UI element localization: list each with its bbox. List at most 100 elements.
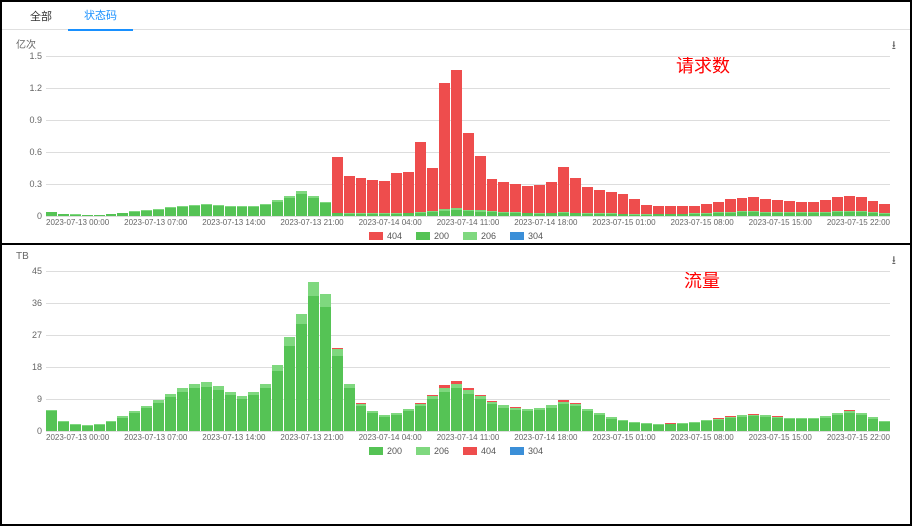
bar[interactable]	[463, 271, 474, 431]
bar[interactable]	[439, 271, 450, 431]
bar[interactable]	[856, 56, 867, 216]
bar[interactable]	[439, 56, 450, 216]
bar[interactable]	[320, 56, 331, 216]
bar[interactable]	[213, 271, 224, 431]
bar[interactable]	[332, 271, 343, 431]
bar[interactable]	[58, 271, 69, 431]
bar[interactable]	[868, 56, 879, 216]
bar[interactable]	[760, 271, 771, 431]
bar[interactable]	[641, 56, 652, 216]
bar[interactable]	[225, 56, 236, 216]
bar[interactable]	[570, 56, 581, 216]
bar[interactable]	[213, 56, 224, 216]
bar[interactable]	[748, 56, 759, 216]
bar[interactable]	[46, 56, 57, 216]
bar[interactable]	[784, 56, 795, 216]
bar[interactable]	[237, 271, 248, 431]
bar[interactable]	[725, 56, 736, 216]
bar[interactable]	[451, 271, 462, 431]
bar[interactable]	[558, 271, 569, 431]
bar[interactable]	[201, 271, 212, 431]
bar[interactable]	[260, 271, 271, 431]
bar[interactable]	[772, 56, 783, 216]
legend-item-c304[interactable]: 304	[510, 231, 543, 241]
bar[interactable]	[415, 271, 426, 431]
bar[interactable]	[106, 271, 117, 431]
bar[interactable]	[629, 271, 640, 431]
bar[interactable]	[570, 271, 581, 431]
bar[interactable]	[665, 56, 676, 216]
bar[interactable]	[713, 56, 724, 216]
bar[interactable]	[487, 56, 498, 216]
bar[interactable]	[784, 271, 795, 431]
bar[interactable]	[129, 56, 140, 216]
bar[interactable]	[796, 56, 807, 216]
legend-item-c206[interactable]: 206	[463, 231, 496, 241]
legend-item-c304[interactable]: 304	[510, 446, 543, 456]
bar[interactable]	[701, 56, 712, 216]
bar[interactable]	[367, 271, 378, 431]
bar[interactable]	[868, 271, 879, 431]
bar[interactable]	[189, 271, 200, 431]
bar[interactable]	[582, 56, 593, 216]
bar[interactable]	[141, 56, 152, 216]
bar[interactable]	[296, 271, 307, 431]
bar[interactable]	[677, 56, 688, 216]
bar[interactable]	[141, 271, 152, 431]
bar[interactable]	[391, 56, 402, 216]
bar[interactable]	[820, 271, 831, 431]
tab-status-code[interactable]: 状态码	[68, 1, 133, 31]
bar[interactable]	[296, 56, 307, 216]
bar[interactable]	[225, 271, 236, 431]
bar[interactable]	[653, 56, 664, 216]
bar[interactable]	[760, 56, 771, 216]
bar[interactable]	[558, 56, 569, 216]
bar[interactable]	[308, 271, 319, 431]
bar[interactable]	[46, 271, 57, 431]
bar[interactable]	[618, 271, 629, 431]
bar[interactable]	[487, 271, 498, 431]
bar[interactable]	[689, 271, 700, 431]
bar[interactable]	[808, 56, 819, 216]
bar[interactable]	[153, 271, 164, 431]
bar[interactable]	[177, 56, 188, 216]
bar[interactable]	[237, 56, 248, 216]
bar[interactable]	[475, 56, 486, 216]
bar[interactable]	[344, 56, 355, 216]
bar[interactable]	[415, 56, 426, 216]
bar[interactable]	[606, 56, 617, 216]
bar[interactable]	[844, 56, 855, 216]
bar[interactable]	[748, 271, 759, 431]
bar[interactable]	[308, 56, 319, 216]
bar[interactable]	[117, 56, 128, 216]
bar[interactable]	[594, 56, 605, 216]
bar[interactable]	[653, 271, 664, 431]
bar[interactable]	[594, 271, 605, 431]
bar[interactable]	[272, 271, 283, 431]
bar[interactable]	[498, 56, 509, 216]
bar[interactable]	[379, 271, 390, 431]
bar[interactable]	[677, 271, 688, 431]
bar[interactable]	[498, 271, 509, 431]
bar[interactable]	[475, 271, 486, 431]
download-icon[interactable]: ⭳	[892, 36, 896, 57]
bar[interactable]	[356, 56, 367, 216]
bar[interactable]	[367, 56, 378, 216]
bar[interactable]	[201, 56, 212, 216]
bar[interactable]	[379, 56, 390, 216]
bar[interactable]	[284, 56, 295, 216]
bar[interactable]	[772, 271, 783, 431]
bar[interactable]	[106, 56, 117, 216]
bar[interactable]	[737, 56, 748, 216]
bar[interactable]	[153, 56, 164, 216]
bar[interactable]	[332, 56, 343, 216]
bar[interactable]	[356, 271, 367, 431]
bar[interactable]	[189, 56, 200, 216]
bar[interactable]	[403, 271, 414, 431]
bar[interactable]	[70, 56, 81, 216]
legend-item-c404[interactable]: 404	[463, 446, 496, 456]
bar[interactable]	[546, 56, 557, 216]
bar[interactable]	[606, 271, 617, 431]
legend-item-c200[interactable]: 200	[416, 231, 449, 241]
bar[interactable]	[451, 56, 462, 216]
